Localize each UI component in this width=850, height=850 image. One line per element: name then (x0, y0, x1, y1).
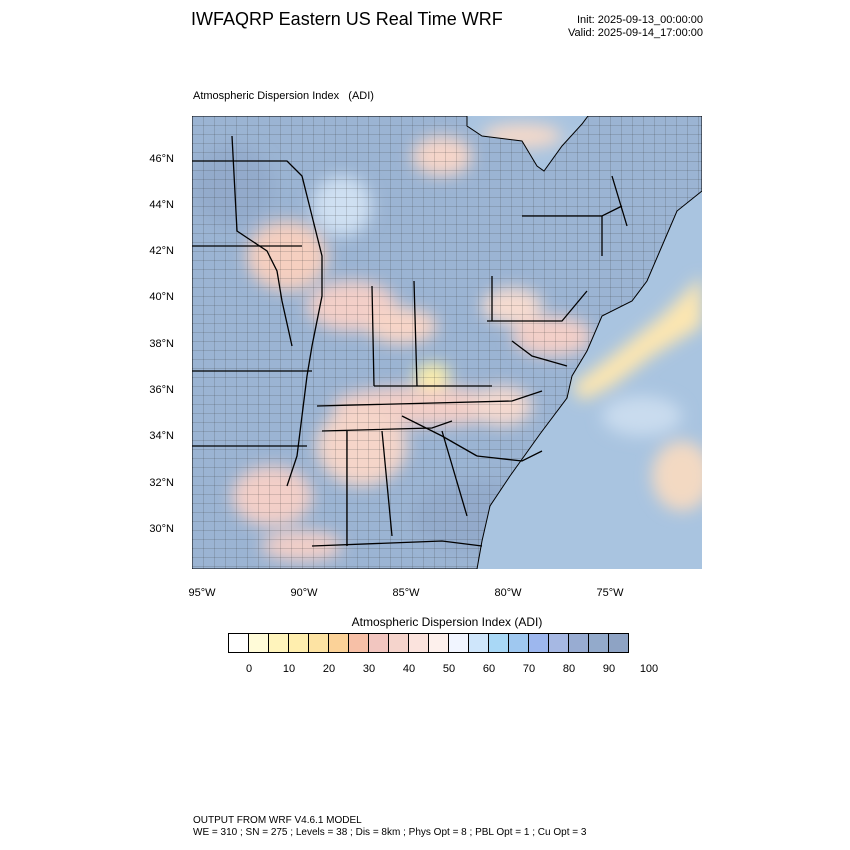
colorbar-tick-label: 90 (602, 663, 616, 675)
colorbar-swatch (229, 633, 249, 653)
model-version: OUTPUT FROM WRF V4.6.1 MODEL (193, 815, 362, 826)
colorbar-swatch (409, 633, 429, 653)
colorbar-swatch (529, 633, 549, 653)
lon-label: 90°W (290, 587, 318, 599)
lon-label: 80°W (494, 587, 522, 599)
model-info: OUTPUT FROM WRF V4.6.1 MODEL WE = 310 ; … (193, 815, 586, 839)
model-config: WE = 310 ; SN = 275 ; Levels = 38 ; Dis … (193, 827, 587, 838)
lat-label: 42°N (149, 245, 174, 257)
valid-time: Valid: 2025-09-14_17:00:00 (568, 27, 703, 39)
colorbar-tick-label: 80 (562, 663, 576, 675)
lat-label: 36°N (149, 384, 174, 396)
colorbar-swatch (609, 633, 629, 653)
colorbar-swatch (349, 633, 369, 653)
map-panel (192, 116, 702, 569)
colorbar-swatch (469, 633, 489, 653)
colorbar-swatch (309, 633, 329, 653)
colorbar-swatch (549, 633, 569, 653)
colorbar-swatch (509, 633, 529, 653)
colorbar-tick-label: 70 (522, 663, 536, 675)
lat-label: 30°N (149, 523, 174, 535)
colorbar-swatch (429, 633, 449, 653)
colorbar-swatch (569, 633, 589, 653)
colorbar-tick-label: 30 (362, 663, 376, 675)
colorbar-swatch (489, 633, 509, 653)
figure-title: IWFAQRP Eastern US Real Time WRF (191, 9, 503, 29)
lon-label: 85°W (392, 587, 420, 599)
time-info: Init: 2025-09-13_00:00:00 Valid: 2025-09… (568, 14, 703, 40)
colorbar-tick-label: 10 (282, 663, 296, 675)
colorbar-tick-label: 100 (639, 663, 659, 675)
lat-label: 34°N (149, 430, 174, 442)
colorbar-swatch (329, 633, 349, 653)
colorbar-swatch (369, 633, 389, 653)
lon-label: 75°W (596, 587, 624, 599)
lat-label: 44°N (149, 199, 174, 211)
colorbar-swatch (389, 633, 409, 653)
colorbar-tick-label: 20 (322, 663, 336, 675)
lat-label: 40°N (149, 291, 174, 303)
state-boundaries (192, 135, 628, 547)
colorbar-swatch (289, 633, 309, 653)
map-title: Atmospheric Dispersion Index (ADI) (193, 90, 374, 102)
init-time: Init: 2025-09-13_00:00:00 (577, 14, 703, 26)
map-svg (192, 116, 702, 569)
colorbar-swatch (589, 633, 609, 653)
colorbar (228, 633, 629, 653)
colorbar-tick-label: 40 (402, 663, 416, 675)
colorbar-swatch (449, 633, 469, 653)
colorbar-tick-label: 0 (245, 663, 253, 675)
colorbar-tick-label: 60 (482, 663, 496, 675)
colorbar-tick-label: 50 (442, 663, 456, 675)
lat-label: 32°N (149, 477, 174, 489)
lat-label: 46°N (149, 153, 174, 165)
colorbar-swatch (269, 633, 289, 653)
colorbar-swatch (249, 633, 269, 653)
colorbar-title: Atmospheric Dispersion Index (ADI) (351, 615, 543, 629)
lat-label: 38°N (149, 338, 174, 350)
lon-label: 95°W (188, 587, 216, 599)
